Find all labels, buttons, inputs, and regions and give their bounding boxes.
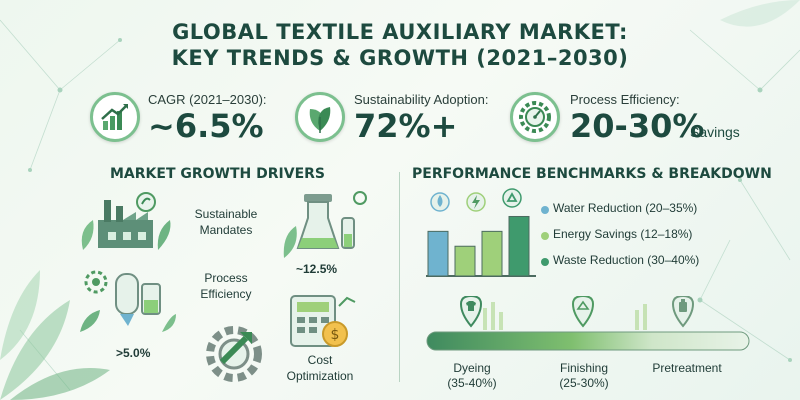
driver-3-line1: Cost — [307, 353, 333, 367]
gear-gauge-icon — [519, 101, 551, 133]
efficiency-value: 20-30% — [570, 107, 705, 145]
benchmark-bar-3 — [481, 230, 503, 277]
driver-2-line1: Process — [204, 271, 248, 285]
legend-energy-savings: Energy Savings (12–18%) — [553, 227, 693, 241]
efficiency-suffix: Savings — [690, 124, 740, 140]
driver-1-line2: Mandates — [199, 223, 253, 237]
sustainability-label: Sustainability Adoption: — [354, 92, 489, 107]
stage-dyeing: Dyeing (35-40%) — [432, 361, 512, 391]
svg-text:$: $ — [331, 327, 340, 343]
section-divider — [399, 172, 400, 382]
driver-cost-optimization: Cost Optimization — [280, 352, 360, 384]
legend-waste-reduction: Waste Reduction (30–40%) — [553, 253, 700, 267]
driver-value-2: >5.0% — [116, 346, 151, 360]
benchmark-bar-1 — [427, 230, 449, 277]
benchmark-bar-2 — [454, 245, 476, 277]
decorative-leaves — [0, 270, 110, 400]
stage-pretreatment: Pretreatment — [642, 361, 732, 376]
stage-dyeing-share: (35-40%) — [447, 376, 497, 390]
legend-water-reduction: Water Reduction (20–35%) — [553, 201, 698, 215]
legend-dot-waste — [541, 258, 549, 266]
stage-pretreatment-name: Pretreatment — [652, 361, 722, 375]
legend-dot-water — [541, 206, 549, 214]
stage-finishing-name: Finishing — [559, 361, 609, 375]
title-line-2: KEY TRENDS & GROWTH (2021–2030) — [171, 46, 629, 70]
title-line-1: GLOBAL TEXTILE AUXILIARY MARKET: — [172, 20, 628, 44]
efficiency-badge — [510, 92, 560, 142]
legend-dot-energy — [541, 232, 549, 240]
sustainability-value: 72%+ — [354, 107, 458, 145]
stage-finishing-share: (25-30%) — [559, 376, 609, 390]
recycle-icon — [502, 188, 522, 208]
lab-equipment-icon — [283, 191, 367, 258]
cagr-badge — [90, 92, 140, 142]
driver-value-1: ~12.5% — [296, 262, 338, 276]
benchmark-bar-chart — [426, 188, 536, 277]
calculator-coin-icon: $ — [290, 295, 356, 347]
drivers-section-title: MARKET GROWTH DRIVERS — [110, 166, 326, 182]
driver-process-efficiency: Process Efficiency — [186, 270, 266, 302]
growth-chart-icon — [101, 104, 128, 130]
cagr-value: ~6.5% — [148, 107, 264, 145]
cagr-label: CAGR (2021–2030): — [148, 92, 267, 107]
leaf-icon — [309, 107, 331, 133]
benchmarks-section-title: PERFORMANCE BENCHMARKS & BREAKDOWN — [412, 166, 772, 182]
efficiency-label: Process Efficiency: — [570, 92, 680, 107]
driver-3-line2: Optimization — [286, 369, 354, 383]
lightning-icon — [466, 192, 486, 212]
water-drop-icon — [430, 192, 450, 212]
sustainability-badge — [295, 92, 345, 142]
gear-arrow-icon — [206, 326, 262, 382]
fabric-icon — [571, 296, 595, 328]
benchmark-bar-4 — [508, 215, 530, 277]
chemical-bottle-icon — [671, 296, 695, 328]
driver-sustainable-mandates: Sustainable Mandates — [186, 206, 266, 238]
stage-dyeing-name: Dyeing — [453, 361, 491, 375]
stage-finishing: Finishing (25-30%) — [544, 361, 624, 391]
driver-2-line2: Efficiency — [200, 287, 252, 301]
tshirt-icon — [459, 296, 483, 328]
driver-1-line1: Sustainable — [194, 207, 258, 221]
process-equipment-icon — [80, 270, 176, 332]
process-breakdown-bar — [426, 296, 750, 351]
factory-icon — [81, 192, 171, 250]
